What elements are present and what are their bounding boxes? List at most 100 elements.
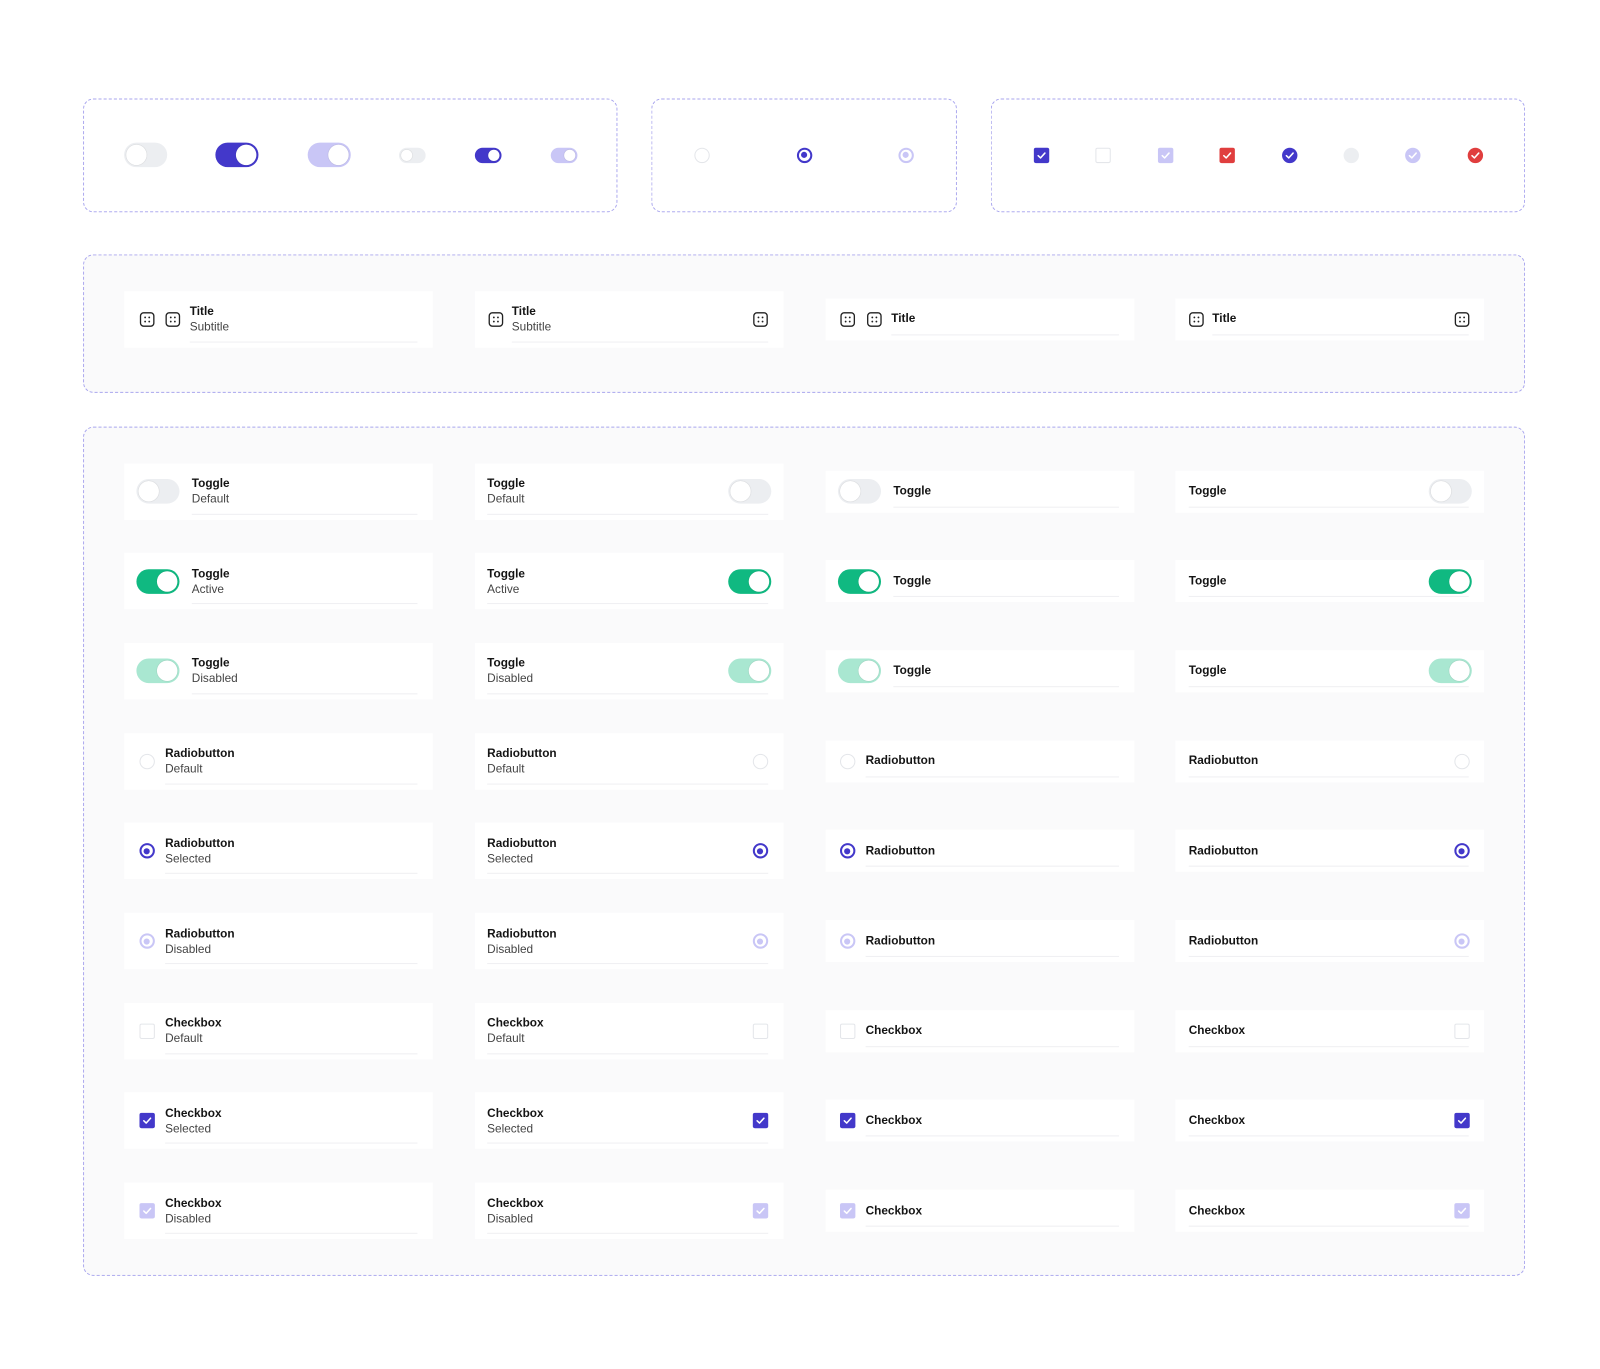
toggle[interactable] [136, 568, 180, 594]
toggle[interactable] [474, 147, 502, 163]
divider [191, 693, 418, 695]
divider [865, 1135, 1119, 1137]
toggle[interactable] [1428, 568, 1472, 594]
list-item[interactable] [825, 1099, 1135, 1142]
checkbox[interactable] [138, 1203, 155, 1219]
toggle[interactable] [136, 658, 180, 684]
divider [165, 783, 418, 785]
list-item[interactable] [1175, 919, 1485, 963]
divider [487, 513, 769, 515]
list-item[interactable] [124, 822, 433, 880]
item-subtitle: Active [487, 583, 520, 596]
toggle[interactable] [307, 142, 351, 168]
list-item[interactable] [474, 1092, 784, 1150]
checkbox[interactable] [1343, 147, 1359, 163]
list-item[interactable] [124, 1092, 433, 1150]
checkbox[interactable] [752, 1023, 768, 1039]
list-item[interactable] [474, 290, 784, 348]
radio[interactable] [1453, 933, 1470, 949]
toggle[interactable] [398, 147, 426, 163]
checkbox[interactable] [1033, 147, 1049, 163]
item-title: Radiobutton [1188, 754, 1259, 768]
radio[interactable] [1453, 753, 1470, 769]
checkbox[interactable] [839, 1203, 855, 1219]
checkbox[interactable] [839, 1113, 855, 1129]
checkbox[interactable] [138, 1113, 155, 1129]
list-item[interactable] [825, 1189, 1135, 1232]
toggle[interactable] [1428, 658, 1472, 684]
item-title: Title [891, 312, 916, 326]
radio[interactable] [752, 753, 768, 769]
item-title: Radiobutton [487, 927, 557, 940]
radio[interactable] [839, 843, 855, 859]
toggle[interactable] [728, 568, 772, 594]
checkbox[interactable] [752, 1113, 768, 1129]
divider [1188, 1225, 1469, 1227]
checkbox[interactable] [1094, 147, 1111, 163]
radio[interactable] [752, 933, 768, 949]
list-item[interactable] [474, 822, 784, 880]
checkbox[interactable] [1404, 147, 1420, 163]
radio[interactable] [1453, 843, 1470, 859]
list-item[interactable] [1175, 1189, 1485, 1232]
list-item[interactable] [825, 1009, 1135, 1052]
divider [191, 603, 418, 605]
item-title: Toggle [1188, 485, 1227, 498]
radio[interactable] [897, 147, 914, 163]
list-item[interactable] [1175, 1009, 1485, 1052]
item-subtitle: Disabled [487, 943, 534, 956]
checkbox[interactable] [1157, 147, 1173, 163]
toggle[interactable] [550, 147, 578, 163]
checkbox[interactable] [1281, 147, 1297, 163]
list-item[interactable] [825, 919, 1135, 963]
toggle-knob [858, 660, 879, 682]
radio[interactable] [839, 753, 855, 769]
toggle-knob [156, 660, 178, 682]
list-item[interactable] [474, 1002, 784, 1060]
list-item[interactable] [474, 1182, 784, 1240]
toggle[interactable] [728, 658, 772, 684]
toggle[interactable] [136, 478, 180, 504]
toggle[interactable] [728, 478, 772, 504]
list-item[interactable] [124, 290, 433, 348]
list-item[interactable] [474, 912, 784, 970]
radio[interactable] [138, 843, 155, 859]
toggle[interactable] [215, 142, 259, 168]
toggle[interactable] [837, 478, 882, 504]
checkbox[interactable] [1453, 1023, 1470, 1039]
checkbox[interactable] [752, 1203, 768, 1219]
list-item[interactable] [825, 830, 1135, 873]
list-item[interactable] [124, 1002, 433, 1060]
list-item[interactable] [124, 732, 433, 790]
radio[interactable] [796, 147, 812, 163]
toggle-knob [858, 570, 879, 592]
list-item[interactable] [1175, 740, 1485, 783]
list-item[interactable] [825, 297, 1135, 340]
radio[interactable] [138, 933, 155, 949]
divider [165, 963, 418, 965]
list-item[interactable] [124, 1182, 433, 1240]
checkbox[interactable] [1453, 1203, 1470, 1219]
item-subtitle: Default [487, 763, 525, 776]
divider [1188, 955, 1469, 957]
toggle[interactable] [1428, 478, 1472, 504]
checkbox[interactable] [138, 1023, 155, 1039]
checkbox[interactable] [1218, 147, 1235, 163]
radio[interactable] [752, 843, 768, 859]
checkbox[interactable] [1453, 1113, 1470, 1129]
list-item[interactable] [1175, 1099, 1485, 1142]
list-item[interactable] [1175, 297, 1485, 340]
checkbox[interactable] [839, 1023, 855, 1039]
list-item[interactable] [124, 912, 433, 970]
checkbox[interactable] [1467, 147, 1483, 163]
toggle[interactable] [124, 142, 168, 168]
list-item[interactable] [825, 740, 1135, 783]
radio[interactable] [138, 753, 155, 769]
list-item[interactable] [474, 732, 784, 790]
toggle[interactable] [837, 568, 882, 594]
radio[interactable] [693, 147, 710, 163]
radio[interactable] [839, 933, 855, 949]
icon [1454, 311, 1469, 327]
list-item[interactable] [1175, 830, 1485, 873]
toggle[interactable] [837, 658, 882, 684]
